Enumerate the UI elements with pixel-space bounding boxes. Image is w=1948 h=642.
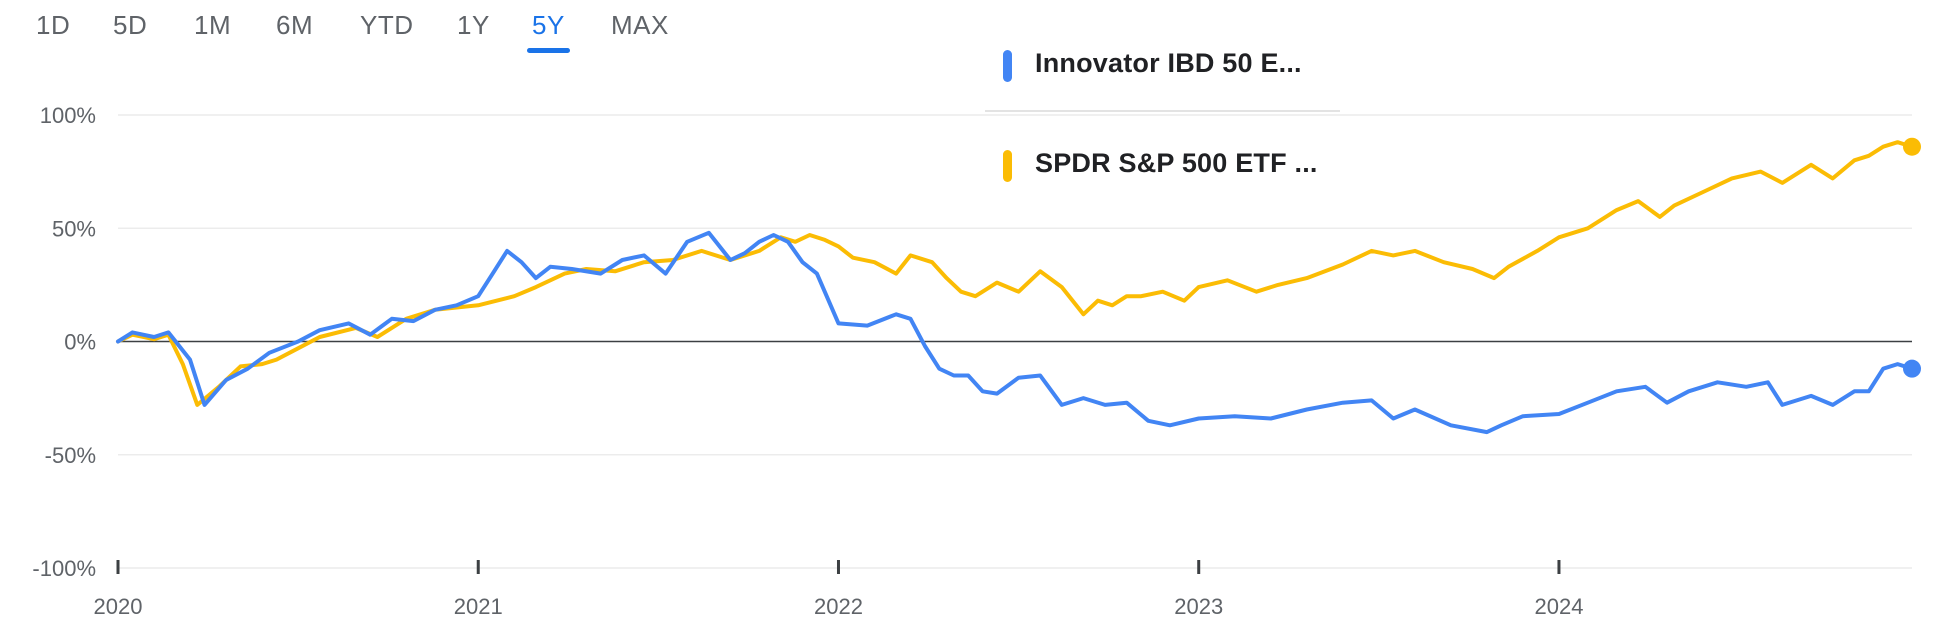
legend-item-spdr[interactable]: SPDR S&P 500 ETF ... [985, 130, 1345, 190]
series-endpoint-spdr [1903, 137, 1921, 156]
y-tick-label: 50% [52, 216, 96, 241]
y-tick-label: -50% [45, 443, 96, 468]
legend-swatch-innovator [1003, 50, 1012, 82]
series-endpoint-innovator [1903, 359, 1921, 378]
x-tick-label: 2022 [814, 594, 863, 619]
y-tick-label: 0% [64, 330, 96, 355]
range-tab-ytd[interactable]: YTD [360, 10, 414, 40]
range-tab-1d[interactable]: 1D [36, 10, 71, 40]
legend-label-spdr: SPDR S&P 500 ETF ... [1035, 148, 1318, 178]
series-line-innovator [116, 230, 1914, 435]
x-tick-label: 2024 [1534, 594, 1583, 619]
x-tick-label: 2020 [94, 594, 143, 619]
y-tick-label: 100% [40, 103, 96, 128]
active-tab-underline [527, 48, 570, 53]
series-line-spdr [116, 140, 1914, 407]
legend: Innovator IBD 50 E... SPDR S&P 500 ETF .… [985, 30, 1345, 190]
legend-label-innovator: Innovator IBD 50 E... [1035, 48, 1302, 78]
range-tab-1y[interactable]: 1Y [457, 10, 490, 40]
range-tab-max[interactable]: MAX [611, 10, 669, 40]
y-tick-label: -100% [32, 556, 96, 581]
legend-swatch-spdr [1003, 150, 1012, 182]
range-tab-6m[interactable]: 6M [276, 10, 314, 40]
legend-item-innovator[interactable]: Innovator IBD 50 E... [985, 30, 1345, 90]
range-tab-1m[interactable]: 1M [194, 10, 232, 40]
x-tick-label: 2021 [454, 594, 503, 619]
legend-divider [985, 110, 1340, 112]
range-tab-5y[interactable]: 5Y [527, 10, 570, 53]
x-tick-label: 2023 [1174, 594, 1223, 619]
range-tab-5d[interactable]: 5D [113, 10, 148, 40]
